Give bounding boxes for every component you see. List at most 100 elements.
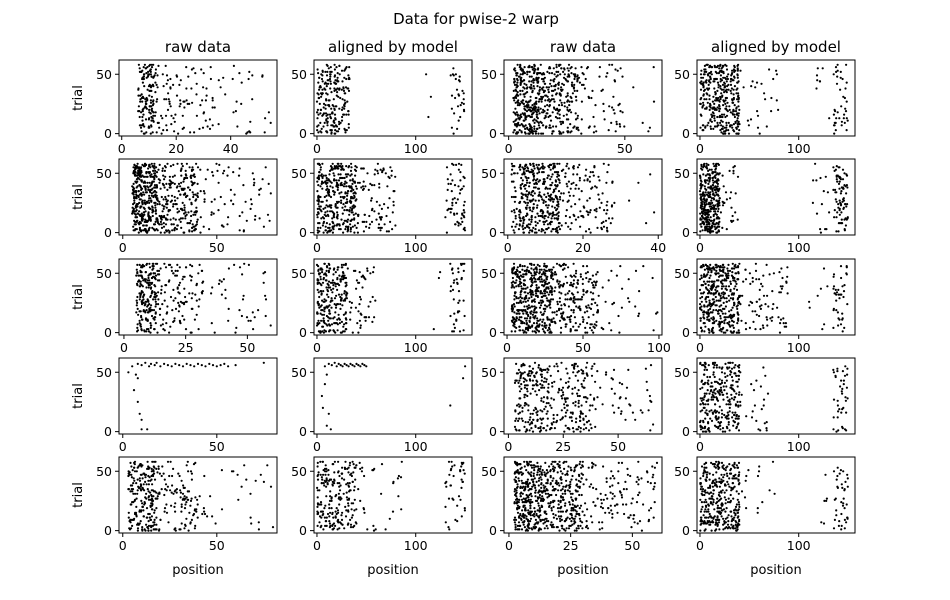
- data-point: [457, 290, 461, 293]
- data-point: [525, 312, 528, 315]
- data-point: [559, 99, 562, 102]
- data-point: [519, 168, 522, 171]
- data-point: [238, 214, 241, 218]
- data-point: [529, 316, 532, 319]
- data-point: [456, 282, 459, 285]
- data-point: [526, 299, 530, 302]
- data-point: [612, 95, 615, 98]
- data-point: [359, 326, 362, 329]
- data-point: [171, 181, 174, 184]
- data-point: [842, 117, 845, 120]
- data-point: [150, 108, 153, 111]
- data-point: [724, 132, 727, 135]
- data-point: [553, 100, 556, 103]
- data-point: [195, 313, 198, 316]
- data-point: [138, 298, 141, 301]
- data-point: [519, 274, 523, 277]
- data-point: [162, 198, 165, 201]
- data-point: [543, 217, 546, 220]
- data-point: [329, 329, 332, 332]
- data-point: [568, 194, 572, 197]
- data-point: [575, 127, 578, 130]
- data-point: [819, 176, 822, 180]
- data-point: [529, 200, 532, 203]
- data-point: [708, 72, 712, 75]
- data-point: [565, 113, 568, 116]
- data-point: [576, 114, 580, 117]
- data-point: [843, 96, 847, 100]
- data-point: [432, 328, 435, 331]
- data-point: [336, 303, 340, 306]
- data-point: [540, 166, 543, 169]
- data-point: [706, 63, 709, 66]
- data-point: [139, 126, 143, 129]
- y-tick-label: 0: [104, 325, 112, 340]
- data-point: [344, 328, 347, 331]
- data-point: [329, 165, 333, 168]
- data-point: [135, 304, 138, 307]
- data-point: [820, 203, 824, 206]
- data-point: [526, 317, 529, 320]
- data-point: [340, 278, 343, 281]
- data-point: [193, 318, 196, 321]
- data-point: [315, 324, 319, 327]
- data-point: [370, 209, 374, 212]
- data-point: [327, 67, 330, 70]
- data-point: [716, 185, 719, 188]
- data-point: [251, 74, 254, 77]
- data-point: [547, 293, 550, 296]
- data-point: [238, 229, 241, 232]
- data-point: [704, 228, 707, 231]
- data-point: [513, 83, 517, 86]
- data-point: [568, 100, 571, 103]
- data-point: [510, 180, 514, 183]
- data-point: [527, 271, 531, 274]
- data-point: [522, 93, 525, 96]
- data-point: [718, 100, 721, 103]
- data-point: [520, 197, 523, 200]
- data-point: [541, 111, 544, 114]
- data-point: [775, 69, 778, 72]
- data-point: [539, 63, 542, 66]
- data-point: [188, 222, 191, 225]
- data-point: [532, 162, 535, 165]
- data-point: [220, 280, 223, 283]
- data-point: [708, 195, 711, 199]
- data-point: [521, 124, 524, 127]
- data-point: [742, 86, 745, 89]
- data-point: [550, 230, 553, 233]
- data-point: [733, 69, 736, 72]
- data-point: [531, 68, 534, 71]
- data-point: [376, 169, 379, 172]
- data-point: [526, 106, 529, 109]
- data-point: [537, 163, 541, 166]
- data-point: [576, 80, 579, 83]
- data-point: [581, 72, 584, 75]
- data-point: [456, 220, 459, 223]
- data-point: [579, 210, 582, 213]
- data-point: [339, 331, 342, 334]
- data-point: [538, 193, 541, 196]
- data-point: [833, 124, 836, 127]
- data-point: [338, 274, 341, 277]
- data-point: [155, 294, 158, 297]
- data-point: [560, 132, 563, 135]
- data-point: [707, 169, 710, 172]
- data-point: [542, 201, 545, 204]
- data-point: [330, 306, 333, 309]
- data-point: [720, 70, 724, 73]
- data-point: [164, 266, 168, 269]
- data-point: [329, 87, 332, 90]
- data-point: [716, 182, 720, 185]
- data-point: [602, 110, 605, 113]
- data-point: [173, 319, 176, 322]
- data-point: [231, 77, 234, 81]
- data-point: [449, 290, 452, 293]
- data-point: [535, 96, 538, 100]
- data-point: [530, 267, 533, 270]
- data-point: [838, 180, 841, 183]
- data-point: [450, 107, 453, 110]
- data-point: [156, 262, 159, 265]
- data-point: [618, 123, 621, 126]
- data-point: [732, 79, 735, 82]
